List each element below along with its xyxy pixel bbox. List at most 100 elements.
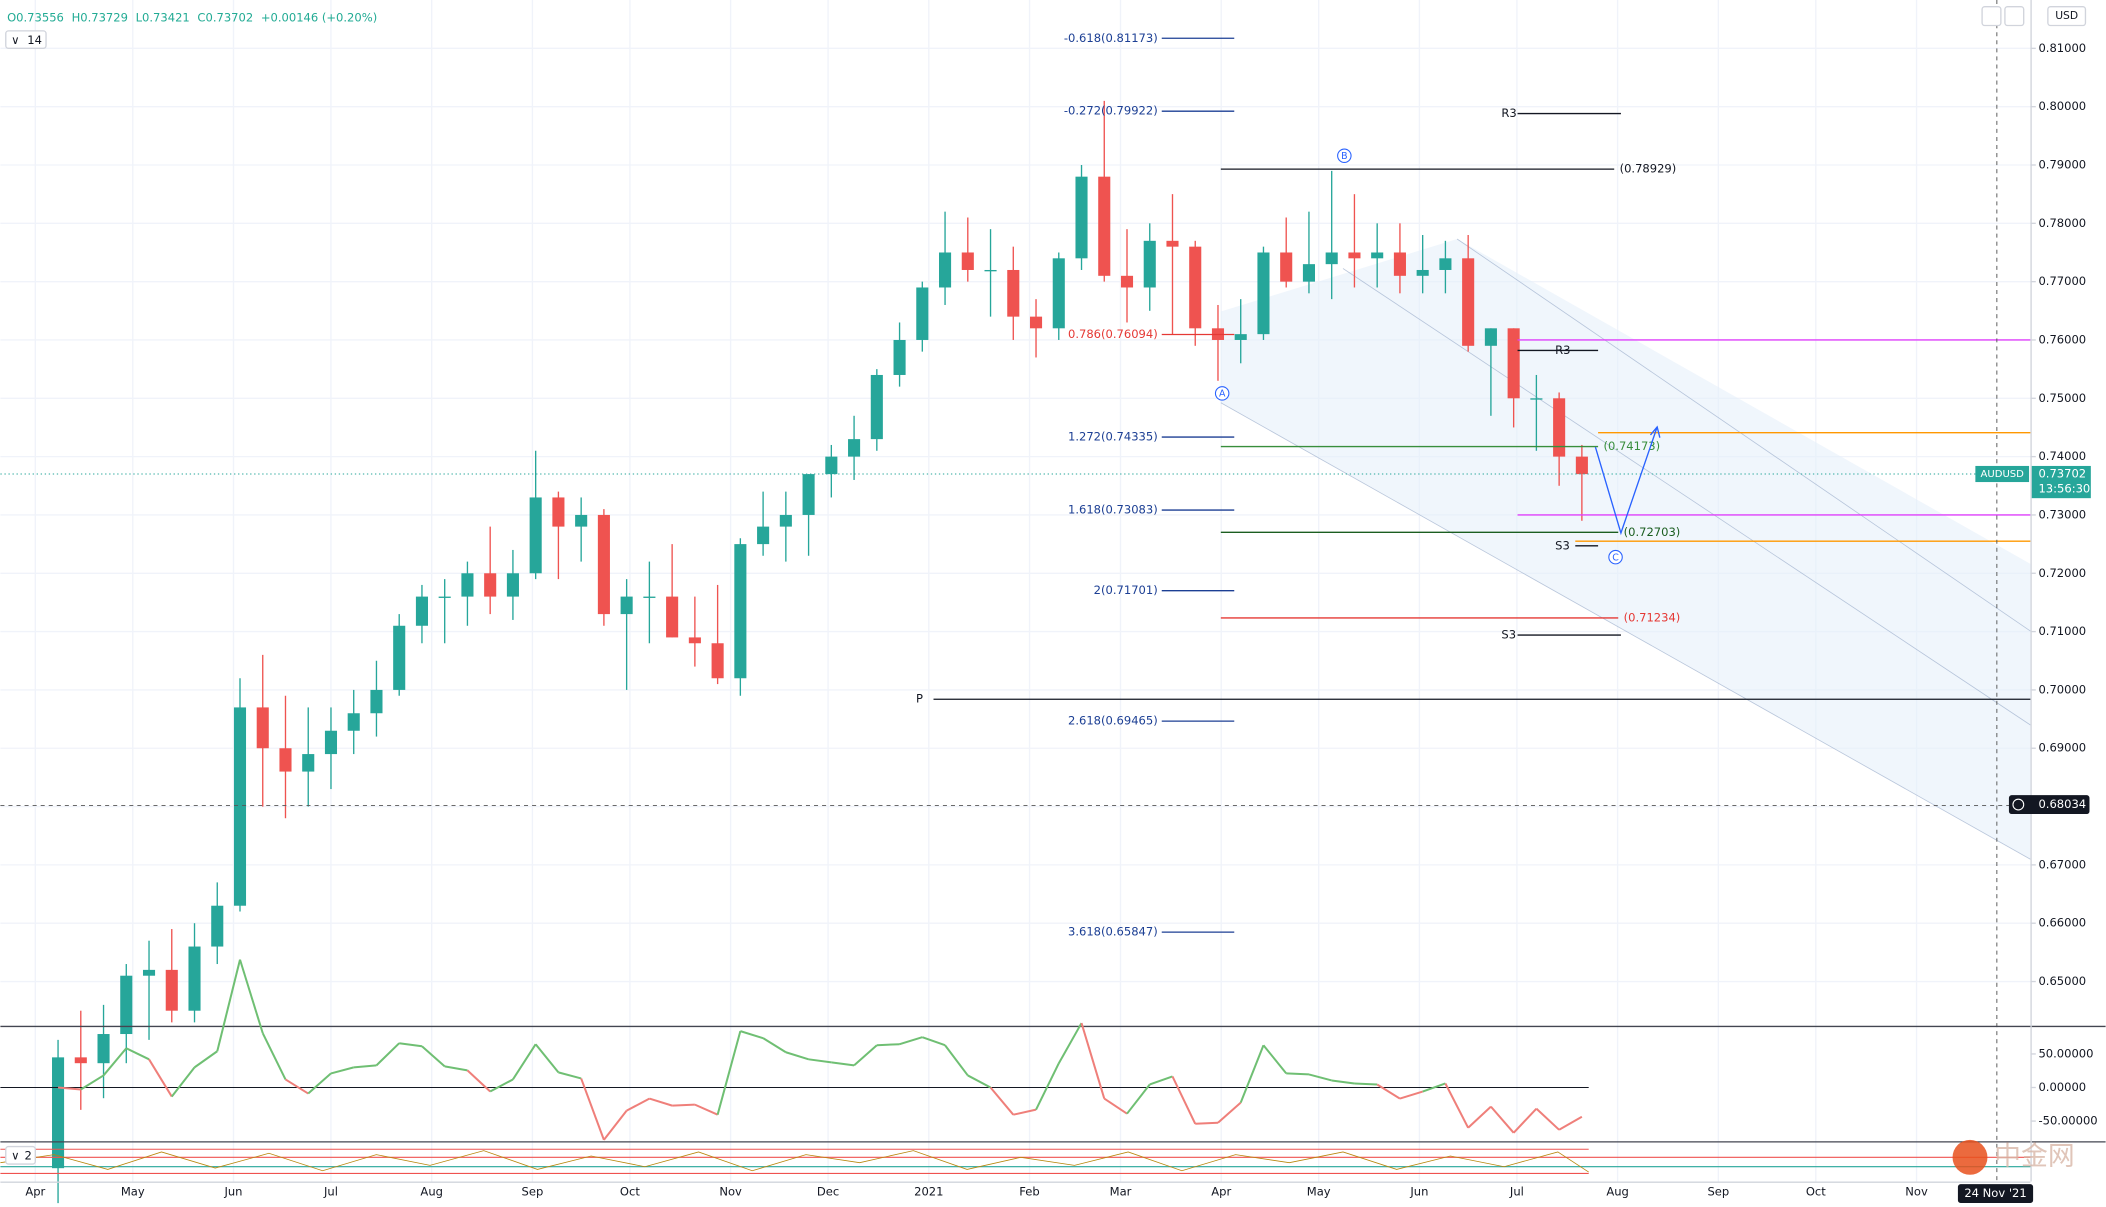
oscillator-line [148, 1058, 173, 1098]
x-tick-label: Jun [1409, 1185, 1428, 1199]
oscillator-line [1103, 1097, 1128, 1115]
pivot-label: S3 [1555, 538, 1570, 552]
symbol-tag [1975, 465, 2030, 483]
oscillator-line [1308, 1073, 1332, 1082]
candle-body [802, 474, 815, 515]
x-tick-label: Nov [1905, 1185, 1928, 1199]
candle-body [961, 252, 974, 270]
oscillator-line [808, 1058, 832, 1064]
fib-label: 0.786(0.76094) [1068, 327, 1158, 341]
oscillator-line [853, 1044, 878, 1067]
oscillator-line [672, 1103, 695, 1107]
x-tick-label: Sep [1707, 1185, 1729, 1199]
candle-body [1143, 240, 1156, 288]
indicator-wave [0, 1150, 1589, 1173]
crosshair-date-tag [1957, 1184, 2034, 1203]
indicator-badge[interactable] [5, 1145, 36, 1165]
y-tick-label: 0.71000 [2038, 624, 2086, 638]
low: L0.73421 [136, 10, 190, 24]
x-tick-label: Mar [1110, 1185, 1132, 1199]
y-tick-label: 0.73000 [2038, 507, 2086, 521]
candle-body [1507, 328, 1520, 399]
projection-label: (0.74173) [1603, 439, 1660, 453]
watermark-logo [1952, 1139, 1988, 1175]
pivot-label: S3 [1501, 628, 1516, 642]
oscillator-line [762, 1037, 787, 1054]
pivot-label: P [916, 692, 923, 706]
x-tick-label: 2021 [914, 1185, 943, 1199]
candle-body [552, 497, 565, 527]
button[interactable] [1981, 6, 2002, 27]
x-tick-label: Dec [817, 1185, 839, 1199]
oscillator [0, 959, 1589, 1141]
lower-indicator [0, 1148, 2031, 1174]
oscillator-line [603, 1110, 628, 1141]
oscillator-line [534, 1043, 560, 1074]
oscillator-line [1399, 1090, 1423, 1100]
candle-body [1462, 258, 1475, 346]
candle-body [211, 905, 224, 947]
oscillator-line [421, 1045, 446, 1068]
candle-body [165, 969, 178, 1011]
currency-button[interactable] [2047, 6, 2087, 27]
candle-body [1052, 258, 1065, 329]
channel-line [1220, 402, 2031, 860]
candle-body [1484, 328, 1497, 346]
candle-body [1348, 252, 1361, 259]
x-tick-label: Jul [1509, 1185, 1524, 1199]
candle-body [324, 730, 338, 755]
wave-marker [1214, 386, 1230, 401]
current-price: 0.73702 [2038, 467, 2086, 481]
y-tick-label: 0.74000 [2038, 449, 2086, 463]
oscillator-line [1080, 1022, 1106, 1099]
y-tick-label: 0.66000 [2038, 916, 2086, 930]
oscillator-line [1286, 1072, 1309, 1076]
candle-body [529, 497, 542, 574]
fib-label: -0.618(0.81173) [1064, 31, 1158, 45]
projection-arrow [1649, 425, 1661, 438]
wave-marker [1608, 549, 1623, 565]
oscillator-line [1239, 1044, 1265, 1103]
oscillator-line [284, 1078, 309, 1095]
y-tick-label: 0.70000 [2038, 682, 2086, 696]
oscillator-line [1354, 1082, 1378, 1086]
candle-body [825, 456, 838, 475]
oscillator-line [1171, 1075, 1197, 1125]
oscillator-line [193, 1050, 218, 1069]
oscillator-line [1262, 1044, 1287, 1075]
candle-body [848, 439, 861, 457]
oscillator-line [353, 1064, 377, 1069]
candle-body [1234, 334, 1247, 340]
candle-body [393, 625, 406, 690]
candle-body [188, 946, 201, 1011]
button[interactable] [2004, 6, 2025, 27]
candle-body [74, 1057, 87, 1064]
candle-body [597, 514, 610, 615]
close: C0.73702 [197, 10, 253, 24]
candle-body [370, 689, 383, 714]
oscillator-line [239, 959, 264, 1034]
oscillator-line [649, 1097, 673, 1107]
oscillator-line [399, 1042, 423, 1048]
candle-body [438, 596, 451, 598]
x-tick-label: Sep [522, 1185, 544, 1199]
candle-body [1189, 246, 1202, 329]
oscillator-line [444, 1065, 468, 1072]
candle-body [643, 596, 656, 598]
indicator-badge[interactable] [5, 30, 47, 50]
candle-body [734, 544, 747, 679]
change: +0.00146 (+0.20%) [261, 10, 377, 24]
x-tick-label: Jul [323, 1185, 338, 1199]
candle-body [142, 969, 156, 976]
candle-body [893, 339, 906, 375]
oscillator-line [307, 1072, 332, 1095]
candle-body [97, 1034, 110, 1064]
candle-body [1029, 316, 1043, 329]
oscillator-line [558, 1071, 582, 1080]
channel-line [1456, 238, 2031, 632]
oscillator-line [1126, 1083, 1151, 1115]
countdown: 13:56:30 [2038, 481, 2090, 495]
projection-label: (0.71234) [1624, 610, 1681, 624]
oscillator-line [989, 1086, 1015, 1116]
oscillator-line [899, 1036, 923, 1046]
